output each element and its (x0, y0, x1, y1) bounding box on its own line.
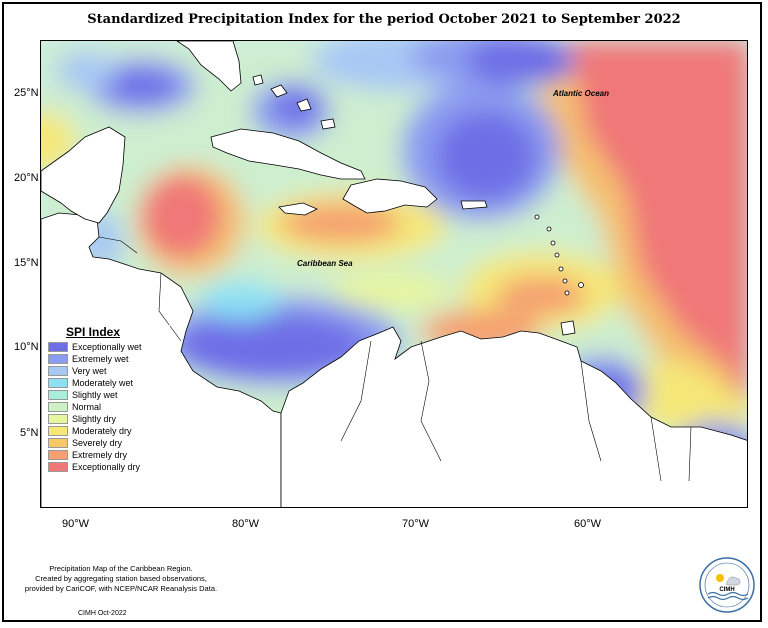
legend-item: Moderately wet (48, 377, 170, 389)
lat-tick-25: 25°N (14, 87, 39, 99)
legend-label: Slightly dry (72, 414, 117, 424)
legend-label: Extremely wet (72, 354, 129, 364)
lat-tick-15: 15°N (14, 257, 39, 269)
legend-swatch (48, 438, 68, 448)
country-borders (98, 236, 692, 482)
legend-item: Extremely wet (48, 353, 170, 365)
lon-tick-60: 60°W (574, 518, 602, 530)
lat-tick-20: 20°N (14, 172, 39, 184)
legend-swatch (48, 402, 68, 412)
map-title: Standardized Precipitation Index for the… (87, 12, 681, 27)
credit-text: CIMH Oct-2022 (78, 610, 127, 617)
legend-item: Extremely dry (48, 449, 170, 461)
footnote-line-1: Precipitation Map of the Caribbean Regio… (49, 564, 193, 573)
lat-tick-10: 10°N (14, 341, 39, 353)
legend-swatch (48, 450, 68, 460)
footnote-line-3: provided by CariCOF, with NCEP/NCAR Rean… (24, 584, 218, 593)
spi-field (41, 41, 747, 507)
legend-label: Exceptionally dry (72, 462, 141, 472)
legend-label: Normal (72, 402, 102, 412)
legend-item: Slightly wet (48, 389, 170, 401)
legend-item: Exceptionally dry (48, 461, 170, 473)
legend-swatch (48, 426, 68, 436)
legend-item: Severely dry (48, 437, 170, 449)
legend-item: Very wet (48, 365, 170, 377)
legend-label: Severely dry (72, 438, 123, 448)
lon-tick-90: 90°W (62, 518, 90, 530)
legend-label: Moderately dry (72, 426, 132, 436)
legend-swatch (48, 378, 68, 388)
legend-label: Slightly wet (72, 390, 118, 400)
spi-legend: SPI Index Exceptionally wet Extremely wet… (46, 325, 170, 473)
lat-tick-5: 5°N (20, 427, 39, 439)
legend-swatch (48, 366, 68, 376)
legend-label: Exceptionally wet (72, 342, 142, 352)
legend-label: Very wet (72, 366, 107, 376)
legend-item: Normal (48, 401, 170, 413)
legend-item: Slightly dry (48, 413, 170, 425)
footnote-line-2: Created by aggregating station based obs… (35, 574, 207, 583)
lon-tick-80: 80°W (232, 518, 260, 530)
atlantic-ocean-label: Atlantic Ocean (553, 89, 610, 98)
legend-swatch (48, 390, 68, 400)
logo-text: CIMH (719, 587, 734, 593)
legend-label: Moderately wet (72, 378, 134, 388)
legend-title: SPI Index (66, 325, 121, 339)
footnote: Precipitation Map of the Caribbean Regio… (16, 564, 226, 594)
legend-label: Extremely dry (72, 450, 128, 460)
legend-item: Moderately dry (48, 425, 170, 437)
legend-swatch (48, 414, 68, 424)
legend-items: Exceptionally wet Extremely wet Very wet Mo… (46, 341, 170, 473)
legend-swatch (48, 354, 68, 364)
caribbean-sea-label: Caribbean Sea (297, 259, 353, 268)
cimh-logo: CIMH (698, 556, 756, 614)
legend-swatch (48, 462, 68, 472)
lon-tick-70: 70°W (402, 518, 430, 530)
legend-item: Exceptionally wet (48, 341, 170, 353)
legend-swatch (48, 342, 68, 352)
